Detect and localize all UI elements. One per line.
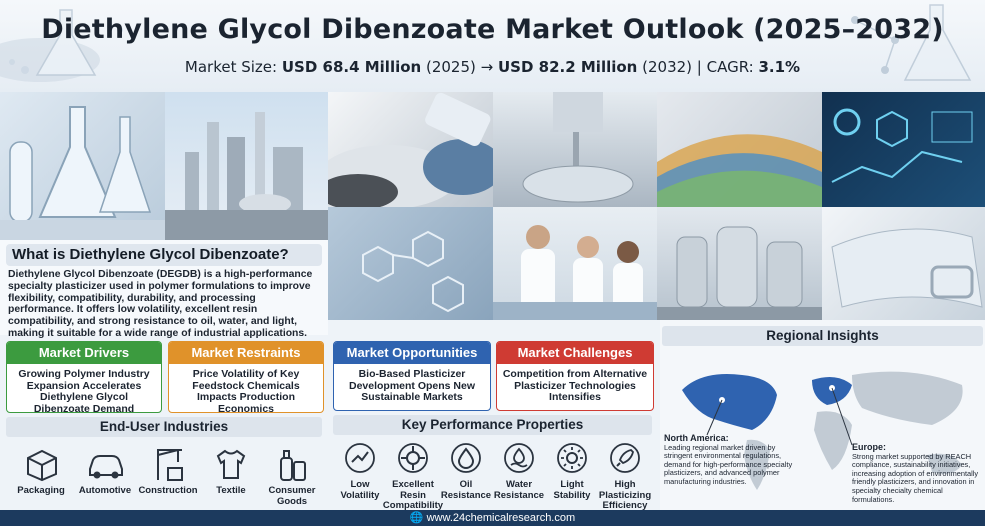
lab-scientists-photo [493,207,657,320]
end-user-industries-header: End-User Industries [6,417,322,437]
property-label-low-volatility: Low Volatility [340,479,380,501]
bottles-icon [280,450,306,481]
north-america-text: Leading regional market driven by string… [664,442,793,486]
market-restraints-text: Price Volatility of Key Feedstock Chemic… [192,368,300,415]
north-america-label: North America: [664,433,729,443]
molecule-structure-photo [328,207,493,320]
sun-icon [557,443,587,473]
rocket-icon [610,443,640,473]
market-opportunities-card: Market Opportunities Bio-Based Plasticiz… [333,341,491,411]
industry-label-textile: Textile [216,485,246,496]
market-opportunities-title: Market Opportunities [334,342,490,364]
oil-drop-icon [451,443,481,473]
market-drivers-card: Market Drivers Growing Polymer Industry … [6,341,162,415]
market-size-subtitle: Market Size: USD 68.4 Million (2025) → U… [0,58,985,76]
glassware-decoration-right [851,4,972,81]
glassware-decoration-left [0,9,123,82]
market-challenges-card: Market Challenges Competition from Alter… [496,341,654,411]
property-label-oil-resistance: Oil Resistance [440,479,492,501]
market-size-2032: USD 82.2 Million [497,58,638,76]
market-challenges-text: Competition from Alternative Plasticizer… [502,368,648,403]
property-label-light-stability: Light Stability [553,479,591,501]
cagr-value: 3.1% [758,58,801,76]
subtitle-year-2025: (2025) → [421,58,498,76]
factory-equipment-photo [657,207,822,320]
footer-link[interactable]: 🌐 www.24chemicalresearch.com [0,511,985,525]
industry-label-automotive: Automotive [78,485,132,496]
volatility-icon [345,443,375,473]
what-is-description: Diethylene Glycol Dibenzoate (DEGDB) is … [8,269,313,339]
industry-label-packaging: Packaging [17,485,65,496]
compatibility-icon [398,443,428,473]
market-restraints-card: Market Restraints Price Volatility of Ke… [168,341,324,415]
header-banner [0,0,985,92]
crane-icon [157,449,183,481]
market-restraints-title: Market Restraints [169,342,323,364]
plastic-film-photo [822,207,985,320]
europe-insight: Europe: Strong market supported by REACH… [852,443,984,504]
car-icon [89,455,123,479]
europe-text: Strong market supported by REACH complia… [852,451,979,504]
property-label-resin-compatibility: Excellent Resin Compatibility [382,479,444,511]
page-title: Diethylene Glycol Dibenzoate Market Outl… [41,14,944,45]
shirt-icon [216,449,246,479]
pellets-photo [328,92,493,207]
market-opportunities-text: Bio-Based Plasticizer Development Opens … [348,368,476,403]
footer-url: www.24chemicalresearch.com [426,512,576,524]
key-properties-header: Key Performance Properties [333,415,652,435]
water-icon [504,443,534,473]
what-is-title: What is Diethylene Glycol Dibenzoate? [12,246,289,263]
market-drivers-text: Growing Polymer Industry Expansion Accel… [18,368,150,415]
box-icon [27,449,57,482]
north-america-insight: North America: Leading regional market d… [664,434,796,487]
digital-analytics-photo [822,92,985,207]
market-drivers-title: Market Drivers [7,342,161,364]
property-label-water-resistance: Water Resistance [493,479,545,501]
footer-bar [0,510,985,526]
world-map [682,371,963,490]
industry-label-construction: Construction [138,485,198,496]
europe-label: Europe: [852,442,887,452]
what-is-header [6,244,322,266]
globe-icon: 🌐 [409,512,424,524]
market-challenges-title: Market Challenges [497,342,653,364]
industry-label-consumer-goods: Consumer Goods [268,485,316,507]
reactor-mixer-photo [493,92,657,207]
subtitle-prefix: Market Size: [184,58,282,76]
market-size-2025: USD 68.4 Million [281,58,422,76]
lab-glassware-photo [0,92,165,240]
subtitle-year-2032: (2032) | CAGR: [637,58,759,76]
chemical-plant-photo [165,92,328,240]
property-label-plasticizing-efficiency: High Plasticizing Efficiency [598,479,652,511]
regional-insights-header: Regional Insights [662,326,983,346]
polymer-films-photo [657,92,822,207]
